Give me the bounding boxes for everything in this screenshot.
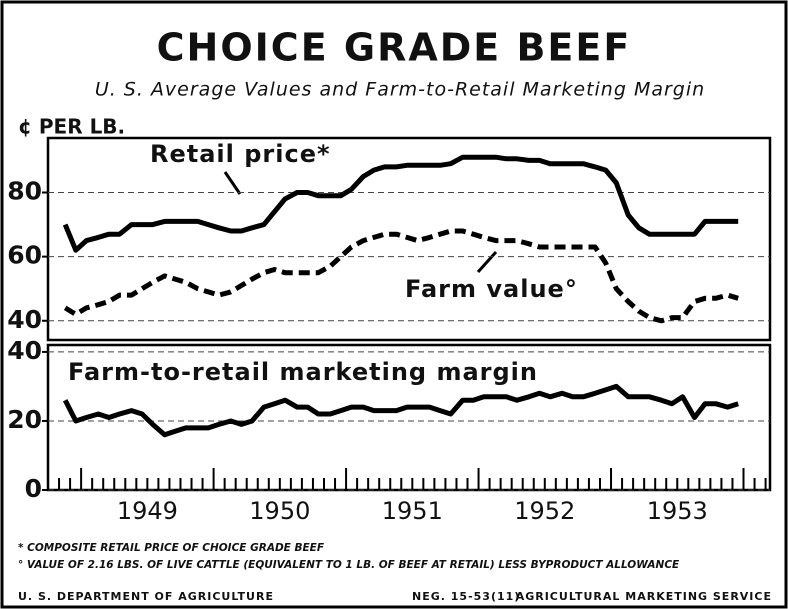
series-label: Retail price* xyxy=(150,140,331,168)
y-tick-label: 40 xyxy=(7,336,42,365)
series-line xyxy=(62,383,739,438)
y-tick-label: 0 xyxy=(25,474,42,503)
y-axis-label: ¢ PER LB. xyxy=(18,115,125,139)
y-tick-label: 80 xyxy=(7,177,42,206)
chart-title: CHOICE GRADE BEEF xyxy=(157,26,632,70)
x-tick-label: 1951 xyxy=(382,497,443,525)
footer-left: U. S. DEPARTMENT OF AGRICULTURE xyxy=(18,590,274,603)
pointer xyxy=(476,250,498,274)
footnote: ° VALUE OF 2.16 LBS. OF LIVE CATTLE (EQU… xyxy=(18,559,680,571)
x-tick-label: 1952 xyxy=(514,497,575,525)
footer-neg: NEG. 15-53(11) xyxy=(412,590,520,603)
pointer xyxy=(223,171,242,195)
chart-subtitle: U. S. Average Values and Farm-to-Retail … xyxy=(95,79,705,101)
y-tick-label: 60 xyxy=(7,241,42,270)
y-tick-label: 40 xyxy=(7,305,42,334)
series-label: Farm-to-retail marketing margin xyxy=(68,358,538,386)
y-tick-label: 20 xyxy=(7,405,42,434)
x-tick-label: 1949 xyxy=(117,497,178,525)
footer-agency: AGRICULTURAL MARKETING SERVICE xyxy=(516,590,772,603)
series-label: Farm value° xyxy=(405,275,578,303)
series-line xyxy=(62,154,739,253)
footnote: * COMPOSITE RETAIL PRICE OF CHOICE GRADE… xyxy=(18,542,325,554)
x-tick-label: 1950 xyxy=(249,497,310,525)
top-panel xyxy=(46,136,772,342)
x-tick-label: 1953 xyxy=(647,497,708,525)
series-line xyxy=(63,228,739,324)
